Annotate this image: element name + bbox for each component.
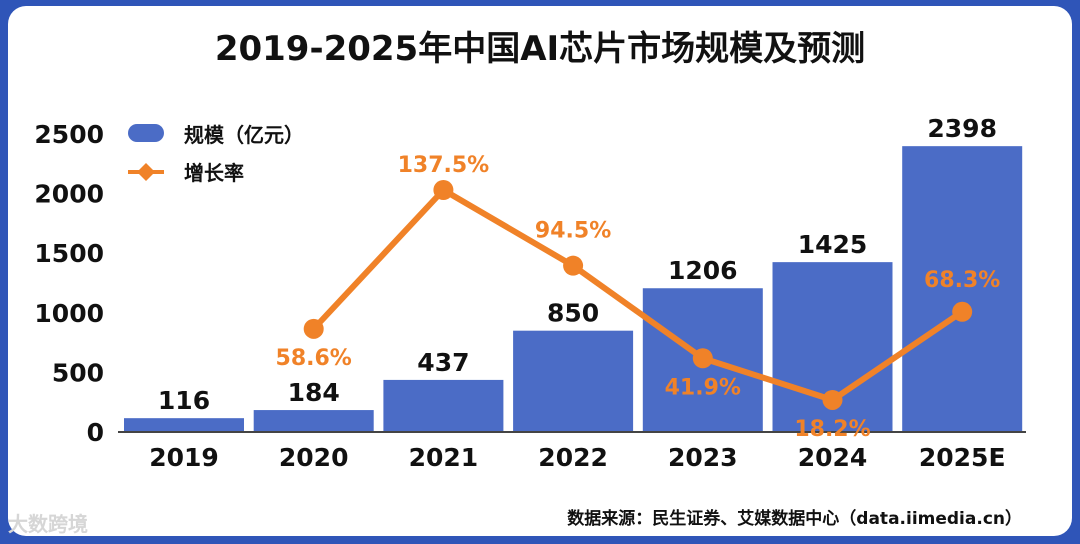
- y-tick-label: 0: [87, 418, 104, 447]
- growth-rate-point: [563, 255, 584, 276]
- growth-rate-label: 41.9%: [665, 375, 741, 400]
- bar-value-label: 184: [288, 378, 340, 407]
- bar-value-label: 437: [417, 348, 469, 377]
- bar-2020: [253, 410, 374, 432]
- bar-value-label: 2398: [927, 114, 997, 143]
- growth-rate-point: [433, 180, 454, 200]
- growth-rate-point: [952, 301, 973, 322]
- source-note: 数据来源：民生证券、艾媒数据中心（data.iimedia.cn）: [567, 509, 1022, 529]
- chart-title: 2019-2025年中国AI芯片市场规模及预测: [215, 29, 865, 69]
- growth-rate-point: [692, 348, 713, 369]
- growth-rate-label: 68.3%: [924, 268, 1000, 293]
- legend-diamond-icon: [137, 163, 155, 181]
- bar-value-label: 1206: [668, 256, 738, 285]
- bar-2019: [124, 418, 244, 432]
- y-tick-label: 2500: [34, 120, 104, 149]
- legend-bar-label: 规模（亿元）: [184, 123, 304, 147]
- x-tick-label: 2022: [538, 443, 608, 472]
- growth-rate-label: 94.5%: [535, 219, 611, 244]
- x-tick-label: 2021: [409, 443, 479, 472]
- y-tick-label: 500: [52, 358, 104, 387]
- x-tick-label: 2019: [149, 443, 219, 472]
- growth-rate-point: [303, 318, 324, 339]
- growth-rate-label: 137.5%: [398, 153, 490, 178]
- x-tick-label: 2025E: [919, 443, 1006, 472]
- x-tick-label: 2020: [279, 443, 349, 472]
- bar-2021: [383, 379, 504, 432]
- y-tick-label: 1000: [34, 299, 104, 328]
- growth-rate-label: 18.2%: [794, 417, 870, 442]
- watermark-logo: 大数跨境: [8, 512, 88, 536]
- bar-value-label: 1425: [798, 230, 868, 259]
- bar-2022: [513, 330, 634, 432]
- growth-rate-point: [822, 389, 843, 410]
- y-tick-label: 2000: [34, 180, 104, 209]
- chart: 2019-2025年中国AI芯片市场规模及预测 0 500 1000 1500 2000 2…: [34, 29, 1026, 472]
- y-tick-label: 1500: [34, 239, 104, 268]
- x-tick-label: 2023: [668, 443, 738, 472]
- growth-rate-label: 58.6%: [276, 346, 352, 371]
- growth-rate-line: [311, 187, 964, 403]
- chart-card: 2019-2025年中国AI芯片市场规模及预测 0 500 1000 1500 2000 2…: [8, 6, 1072, 536]
- bar-value-label: 850: [547, 299, 599, 328]
- bar-2025E: [902, 146, 1023, 433]
- bar-value-label: 116: [158, 386, 210, 415]
- legend-line-label: 增长率: [184, 161, 244, 185]
- legend-bar-swatch: [128, 124, 164, 142]
- x-tick-label: 2024: [798, 443, 868, 472]
